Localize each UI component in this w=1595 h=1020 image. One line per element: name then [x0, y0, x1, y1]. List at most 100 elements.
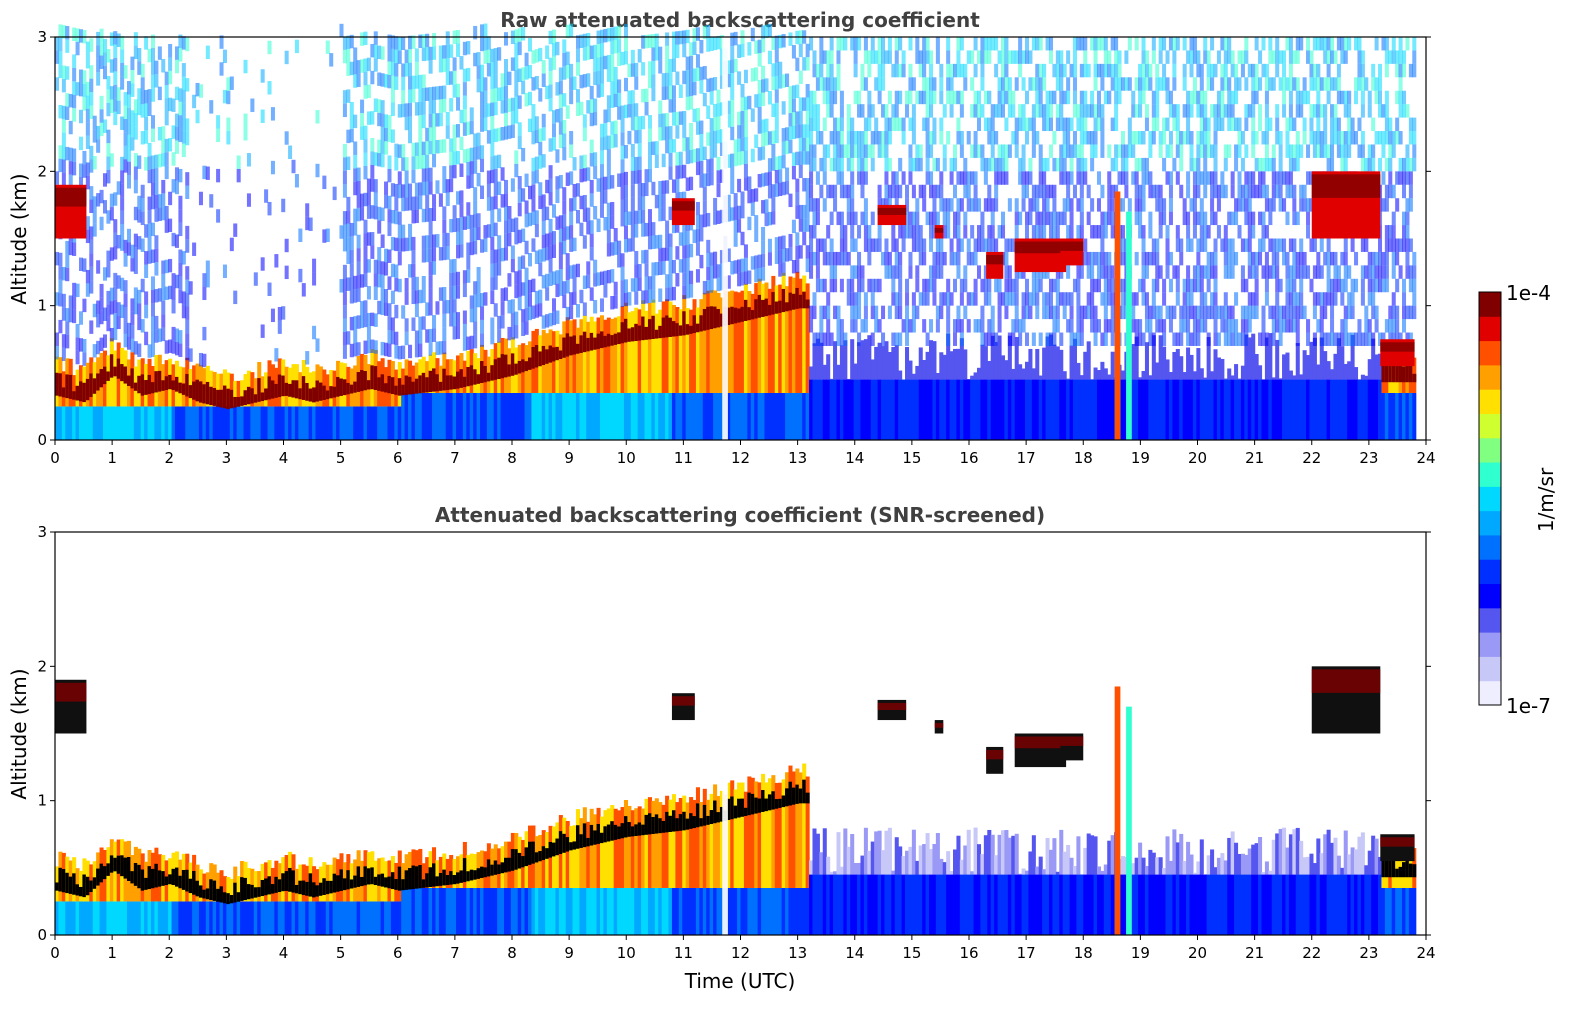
heatmap-cell — [401, 63, 406, 77]
heatmap-cell — [997, 305, 1002, 320]
heatmap-cell — [195, 82, 200, 97]
heatmap-cell — [826, 77, 831, 91]
heatmap-cell — [857, 379, 862, 440]
heatmap-cell — [89, 199, 94, 213]
heatmap-cell — [606, 55, 611, 69]
heatmap-cell — [418, 155, 423, 169]
heatmap-cell — [1247, 379, 1252, 440]
heatmap-cell — [96, 300, 101, 314]
heatmap-cell — [1035, 305, 1040, 320]
heatmap-cell — [1240, 265, 1245, 279]
heatmap-cell — [1213, 305, 1218, 320]
heatmap-cell — [178, 34, 183, 49]
heatmap-cell — [915, 265, 920, 279]
heatmap-cell — [970, 77, 975, 91]
heatmap-cell — [425, 235, 430, 249]
heatmap-cell — [798, 97, 803, 111]
heatmap-cell — [1072, 104, 1077, 118]
heatmap-cell — [1004, 305, 1009, 320]
heatmap-cell — [65, 66, 70, 80]
heatmap-cell — [819, 332, 824, 346]
heatmap-cell — [898, 370, 903, 380]
heatmap-cell — [1288, 63, 1293, 78]
heatmap-cell — [757, 79, 762, 94]
heatmap-cell — [1062, 305, 1067, 320]
heatmap-cell — [953, 348, 958, 380]
heatmap-cell — [1199, 368, 1204, 380]
heatmap-cell — [473, 281, 478, 295]
heatmap-cell — [905, 278, 910, 293]
heatmap-cell — [373, 406, 378, 440]
heatmap-cell — [291, 406, 296, 440]
heatmap-cell — [1230, 319, 1235, 333]
heatmap-cell — [1066, 117, 1071, 132]
heatmap-cell — [778, 61, 783, 76]
heatmap-cell — [462, 216, 467, 230]
heatmap-cell — [325, 228, 330, 242]
heatmap-cell — [384, 383, 389, 393]
heatmap-cell — [898, 157, 903, 172]
heatmap-cell — [1223, 37, 1228, 51]
heatmap-cell — [61, 78, 66, 93]
heatmap-cell — [1151, 131, 1156, 145]
heatmap-cell — [377, 406, 382, 440]
heatmap-cell — [719, 392, 724, 440]
heatmap-cell — [661, 317, 666, 338]
heatmap-cell — [994, 63, 999, 78]
heatmap-cell — [606, 108, 611, 123]
heatmap-cell — [702, 309, 707, 331]
heatmap-cell — [1021, 305, 1026, 320]
heatmap-cell — [1189, 278, 1194, 293]
heatmap-cell — [1254, 305, 1259, 320]
heatmap-cell — [325, 406, 330, 440]
heatmap-cell — [1018, 379, 1023, 440]
heatmap-cell — [514, 230, 519, 245]
heatmap-cell — [89, 78, 94, 93]
heatmap-cell — [562, 120, 567, 134]
heatmap-cell — [1189, 305, 1194, 320]
heatmap-cell — [490, 48, 495, 63]
heatmap-cell — [929, 265, 934, 279]
heatmap-cell — [147, 406, 152, 440]
heatmap-cell — [1141, 225, 1146, 239]
heatmap-cell — [586, 167, 591, 181]
heatmap-cell — [853, 319, 858, 333]
heatmap-cell — [1237, 378, 1242, 380]
heatmap-cell — [61, 146, 66, 160]
heatmap-cell — [1038, 77, 1043, 91]
heatmap-cell — [863, 50, 868, 64]
heatmap-cell — [442, 206, 447, 220]
heatmap-cell — [1264, 379, 1269, 440]
heatmap-cell — [1189, 37, 1194, 51]
heatmap-cell — [695, 107, 700, 122]
heatmap-cell — [555, 149, 560, 163]
heatmap-cell — [994, 157, 999, 172]
heatmap-cell — [922, 184, 927, 199]
heatmap-cell — [798, 278, 803, 393]
heatmap-cell — [1203, 157, 1208, 172]
heatmap-cell — [565, 172, 570, 186]
heatmap-cell — [1203, 104, 1208, 118]
heatmap-cell — [493, 195, 498, 210]
heatmap-cell — [260, 406, 265, 440]
heatmap-cell — [644, 182, 649, 197]
heatmap-cell — [613, 295, 618, 309]
heatmap-cell — [747, 270, 752, 284]
heatmap-cell — [606, 162, 611, 176]
heatmap-cell — [150, 222, 155, 237]
heatmap-cell — [980, 305, 985, 320]
heatmap-cell — [826, 332, 831, 346]
heatmap-cell — [377, 273, 382, 288]
heatmap-cell — [678, 309, 683, 393]
heatmap-cell — [1213, 144, 1218, 158]
heatmap-cell — [68, 241, 73, 256]
heatmap-cell — [456, 43, 461, 57]
heatmap-cell — [881, 379, 886, 440]
heatmap-cell — [1192, 77, 1197, 91]
heatmap-cell — [106, 210, 111, 224]
heatmap-cell — [1220, 104, 1225, 118]
heatmap-cell — [222, 385, 227, 409]
heatmap-cell — [1100, 361, 1105, 380]
heatmap-cell — [863, 131, 868, 145]
heatmap-cell — [452, 285, 457, 300]
